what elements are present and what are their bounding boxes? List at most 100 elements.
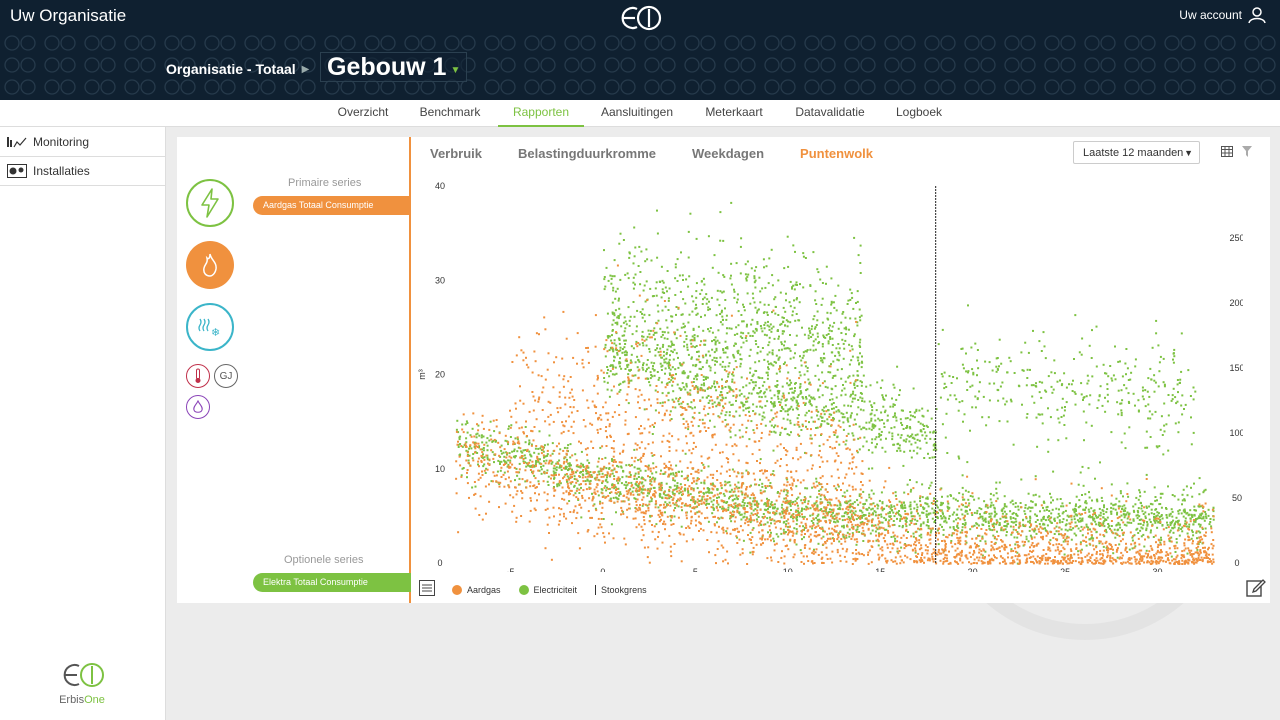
tab-meterkaart[interactable]: Meterkaart xyxy=(705,105,763,119)
data-point xyxy=(730,515,733,518)
data-point xyxy=(996,530,998,533)
data-point xyxy=(721,365,724,368)
subtab-belastingduurkromme[interactable]: Belastingduurkromme xyxy=(518,146,657,161)
data-point xyxy=(1030,384,1033,387)
data-point xyxy=(796,297,798,300)
data-point xyxy=(842,526,845,529)
tab-aansluitingen[interactable]: Aansluitingen xyxy=(600,105,674,119)
filter-icon[interactable] xyxy=(1242,146,1252,157)
subtab-puntenwolk[interactable]: Puntenwolk xyxy=(800,146,873,161)
data-point xyxy=(815,408,818,411)
building-selector[interactable]: Gebouw 1 ▼ xyxy=(320,52,468,82)
tab-logboek[interactable]: Logboek xyxy=(895,105,943,119)
electricity-category-button[interactable] xyxy=(186,179,234,227)
data-point xyxy=(614,297,617,300)
data-point xyxy=(927,525,930,527)
table-view-icon[interactable] xyxy=(1221,146,1233,157)
tab-overzicht[interactable]: Overzicht xyxy=(337,105,389,119)
data-point xyxy=(979,513,981,516)
primary-series-item[interactable]: Aardgas Totaal Consumptie xyxy=(253,196,411,215)
data-point xyxy=(880,515,883,518)
data-point xyxy=(634,246,637,249)
subtab-verbruik[interactable]: Verbruik xyxy=(430,146,483,161)
data-point xyxy=(1165,423,1168,426)
tab-benchmark[interactable]: Benchmark xyxy=(419,105,481,119)
data-point xyxy=(680,388,683,391)
data-point xyxy=(606,366,609,368)
data-point xyxy=(1111,379,1114,382)
data-point xyxy=(842,311,845,313)
data-point xyxy=(672,358,675,361)
data-point xyxy=(830,393,833,396)
data-point xyxy=(1212,518,1215,521)
tab-rapporten[interactable]: Rapporten xyxy=(498,100,584,127)
data-point xyxy=(724,558,727,561)
data-point xyxy=(473,445,476,448)
data-point xyxy=(910,443,913,446)
data-point xyxy=(714,371,717,374)
data-point xyxy=(682,493,684,496)
data-point xyxy=(1106,508,1109,511)
optional-series-item[interactable]: Elektra Totaal Consumptie xyxy=(253,573,411,592)
data-point xyxy=(716,339,719,342)
data-point xyxy=(762,258,765,261)
data-point xyxy=(621,476,624,479)
data-point xyxy=(799,374,802,377)
data-point xyxy=(840,368,843,371)
breadcrumb[interactable]: Organisatie - Totaal ▶ xyxy=(166,61,309,77)
gj-button[interactable]: GJ xyxy=(214,364,238,388)
data-point xyxy=(461,423,464,426)
data-point xyxy=(827,537,829,540)
breadcrumb-root[interactable]: Organisatie - Totaal xyxy=(166,61,296,77)
data-point xyxy=(663,472,666,475)
data-point xyxy=(838,443,841,446)
data-point xyxy=(1041,381,1044,384)
data-point xyxy=(474,492,477,495)
data-point xyxy=(609,497,612,500)
data-point xyxy=(640,456,643,459)
data-point xyxy=(966,512,969,515)
data-point xyxy=(622,321,625,324)
data-point xyxy=(871,451,874,454)
data-point xyxy=(1080,382,1083,385)
data-point xyxy=(1204,488,1207,491)
tab-datavalidatie[interactable]: Datavalidatie xyxy=(795,105,865,119)
period-select[interactable]: Laatste 12 maanden ▼ xyxy=(1073,141,1200,164)
data-point xyxy=(1122,521,1125,524)
data-point xyxy=(791,501,794,504)
data-point xyxy=(918,409,921,412)
sidebar-item-installaties[interactable]: Installaties xyxy=(0,157,165,186)
data-point xyxy=(613,342,616,345)
data-point xyxy=(1101,404,1104,407)
data-point xyxy=(995,357,998,360)
data-point xyxy=(744,263,747,266)
data-point xyxy=(921,407,924,410)
temperature-button[interactable] xyxy=(186,364,210,388)
water-button[interactable] xyxy=(186,395,210,419)
data-point xyxy=(1204,527,1207,530)
data-point xyxy=(1177,510,1180,513)
data-point xyxy=(885,504,888,507)
data-point xyxy=(464,442,467,445)
data-point xyxy=(827,333,830,335)
data-point xyxy=(504,478,507,481)
data-point xyxy=(1123,504,1126,507)
data-point xyxy=(695,313,698,316)
data-point xyxy=(795,407,798,410)
gas-category-button[interactable] xyxy=(186,241,234,289)
sidebar-item-monitoring[interactable]: Monitoring xyxy=(0,128,165,157)
data-point xyxy=(1142,513,1145,515)
data-point xyxy=(961,347,964,350)
data-point xyxy=(1015,514,1018,517)
data-point xyxy=(627,498,630,501)
data-point xyxy=(1036,519,1039,521)
data-point xyxy=(632,287,635,290)
data-point xyxy=(660,356,663,359)
subtab-weekdagen[interactable]: Weekdagen xyxy=(692,146,765,161)
data-point xyxy=(925,424,928,427)
data-point xyxy=(921,552,924,555)
data-point xyxy=(527,464,530,467)
data-point xyxy=(1165,514,1168,516)
heat-cold-category-button[interactable]: ❄ xyxy=(186,303,234,351)
account-menu[interactable]: Uw account xyxy=(1179,6,1266,24)
